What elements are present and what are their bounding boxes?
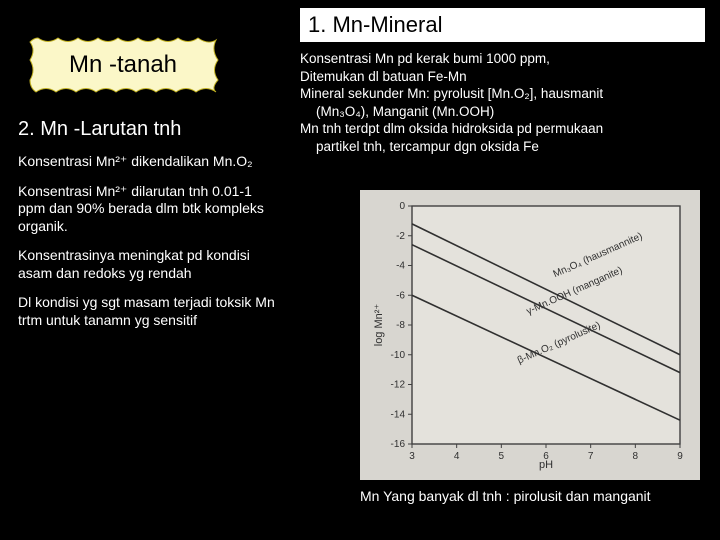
para-3: Konsentrasinya meningkat pd kondisi asam…: [18, 247, 278, 282]
bullet-3b: (Mn₃O₄), Manganit (Mn.OOH): [300, 103, 705, 121]
badge-mn-tanah: Mn -tanah: [18, 30, 228, 100]
svg-text:8: 8: [633, 451, 639, 462]
svg-text:4: 4: [454, 451, 460, 462]
svg-text:-6: -6: [396, 290, 405, 301]
svg-text:5: 5: [499, 451, 505, 462]
heading-mineral: 1. Mn-Mineral: [300, 8, 705, 42]
svg-text:0: 0: [399, 201, 405, 212]
chart: -16-14-12-10-8-6-4-203456789Mn₃O₄ (hausm…: [370, 200, 688, 472]
svg-text:3: 3: [409, 451, 415, 462]
svg-text:-12: -12: [391, 380, 406, 391]
badge-label: Mn -tanah: [18, 30, 228, 100]
svg-text:log Mn²⁺: log Mn²⁺: [373, 304, 385, 347]
heading-larutan: 2. Mn -Larutan tnh: [18, 118, 278, 141]
svg-text:-10: -10: [391, 350, 406, 361]
svg-text:-4: -4: [396, 261, 405, 272]
svg-text:-8: -8: [396, 320, 405, 331]
para-1: Konsentrasi Mn²⁺ dikendalikan Mn.O₂: [18, 153, 278, 171]
bullet-4a: Mn tnh terdpt dlm oksida hidroksida pd p…: [300, 120, 705, 138]
svg-text:pH: pH: [539, 459, 553, 471]
left-column: Mn -tanah 2. Mn -Larutan tnh Konsentrasi…: [18, 30, 278, 341]
para-4: Dl kondisi yg sgt masam terjadi toksik M…: [18, 294, 278, 329]
svg-text:-14: -14: [391, 409, 406, 420]
bullet-3a: Mineral sekunder Mn: pyrolusit [Mn.O₂], …: [300, 85, 705, 103]
mineral-bullets: Konsentrasi Mn pd kerak bumi 1000 ppm, D…: [300, 50, 705, 155]
bullet-4b: partikel tnh, tercampur dgn oksida Fe: [300, 138, 705, 156]
chart-container: -16-14-12-10-8-6-4-203456789Mn₃O₄ (hausm…: [360, 190, 700, 480]
para-2: Konsentrasi Mn²⁺ dilarutan tnh 0.01-1 pp…: [18, 183, 278, 236]
svg-text:7: 7: [588, 451, 594, 462]
svg-text:-2: -2: [396, 231, 405, 242]
chart-caption: Mn Yang banyak dl tnh : pirolusit dan ma…: [360, 488, 700, 506]
svg-text:9: 9: [677, 451, 683, 462]
bullet-1: Konsentrasi Mn pd kerak bumi 1000 ppm,: [300, 50, 705, 68]
right-column: 1. Mn-Mineral Konsentrasi Mn pd kerak bu…: [300, 8, 705, 155]
bullet-2: Ditemukan dl batuan Fe-Mn: [300, 68, 705, 86]
svg-text:-16: -16: [391, 439, 406, 450]
